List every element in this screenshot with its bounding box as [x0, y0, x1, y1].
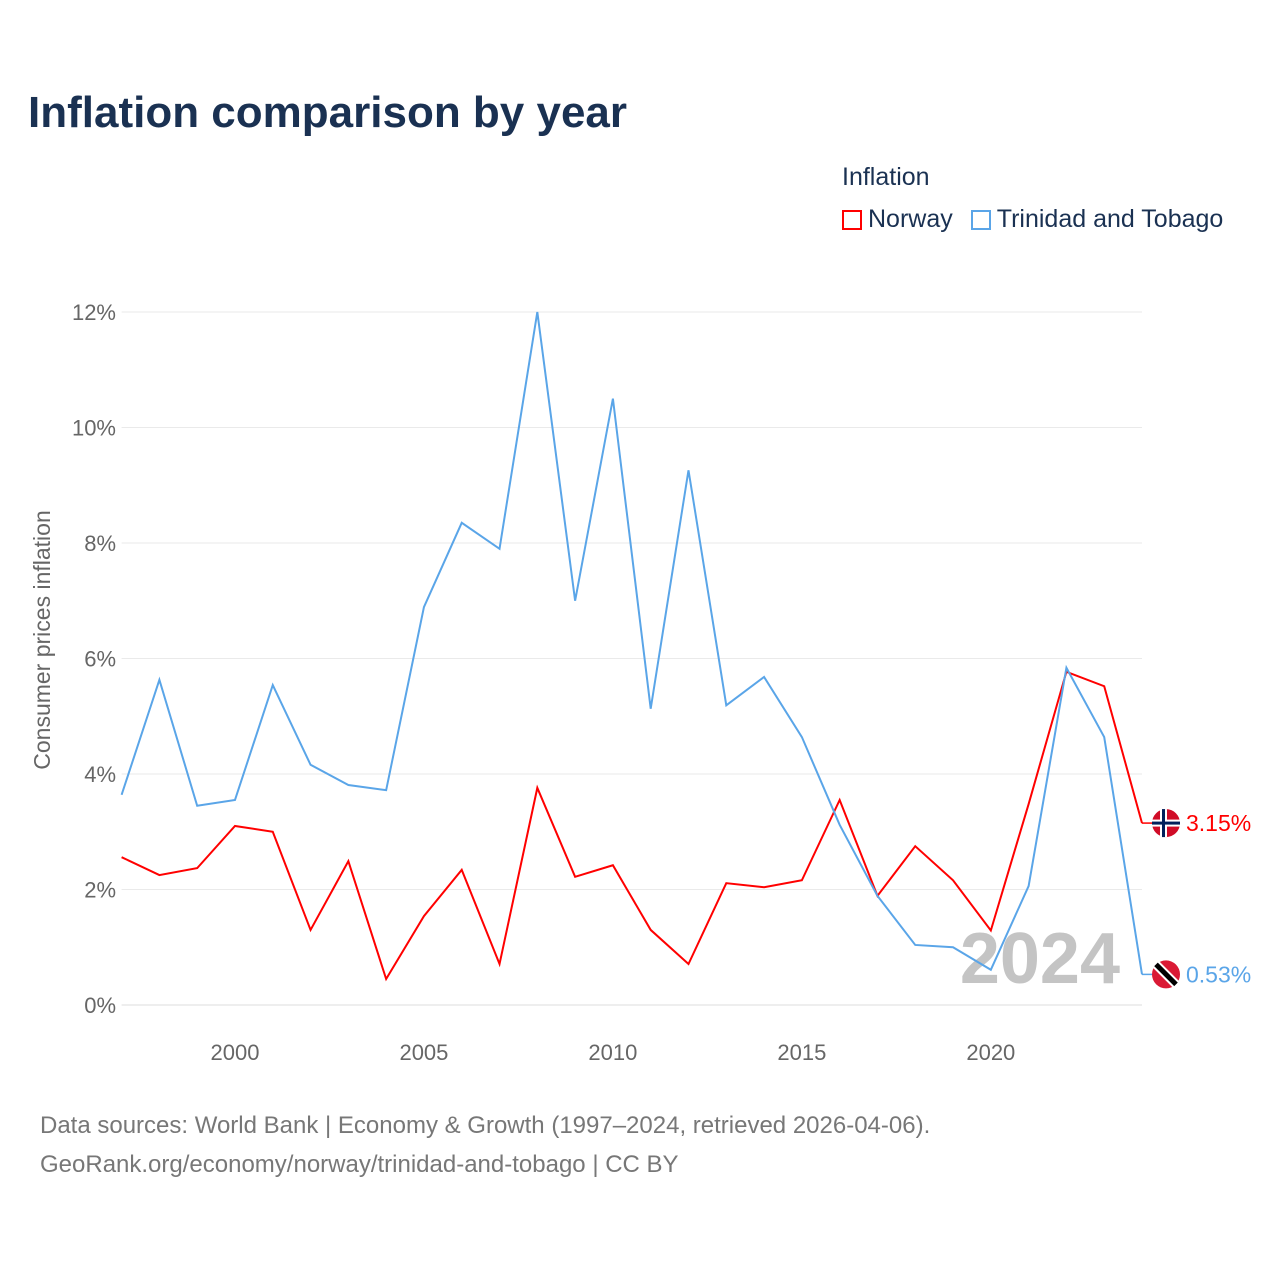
legend-item-trinidad[interactable]: Trinidad and Tobago: [970, 205, 1224, 234]
legend-title: Inflation: [842, 163, 930, 191]
legend-swatch: [970, 209, 991, 230]
legend-swatch: [842, 209, 862, 230]
series-line-trinidad: [120, 311, 1143, 975]
x-tick-label: 2000: [211, 1040, 260, 1065]
x-tick-label: 2010: [588, 1040, 637, 1065]
chart-title: Inflation comparison by year: [28, 88, 628, 137]
y-axis-label: Consumer prices inflation: [29, 510, 55, 770]
flag-cross: [1162, 809, 1165, 838]
y-tick-label: 12%: [72, 300, 116, 325]
flag-cross: [1152, 821, 1180, 825]
y-tick-label: 0%: [84, 993, 116, 1018]
y-tick-label: 6%: [84, 647, 116, 672]
series-line-norway: [121, 670, 1143, 982]
x-tick-label: 2020: [966, 1040, 1015, 1065]
x-tick-label: 2005: [399, 1040, 448, 1065]
footer: Data sources: World Bank | Economy & Gro…: [40, 1106, 930, 1184]
end-value-label: 0.53%: [1186, 961, 1251, 987]
legend-label: Norway: [868, 205, 953, 233]
flag-stripe: [1154, 962, 1178, 987]
legend-item-norway[interactable]: Norway: [842, 205, 953, 234]
legend-label: Trinidad and Tobago: [996, 205, 1224, 233]
y-tick-label: 10%: [72, 416, 116, 441]
y-tick-label: 2%: [84, 878, 116, 903]
footer-sources: Data sources: World Bank | Economy & Gro…: [40, 1112, 931, 1139]
y-tick-label: 4%: [84, 762, 116, 787]
x-tick-label: 2015: [777, 1040, 826, 1065]
footer-link[interactable]: GeoRank.org/economy/norway/trinidad-and-…: [40, 1151, 679, 1178]
y-tick-label: 8%: [84, 531, 116, 556]
year-watermark: 2024: [960, 919, 1120, 999]
legend: Norway Trinidad and Tobago: [842, 205, 1223, 234]
end-value-label: 3.15%: [1186, 810, 1251, 836]
